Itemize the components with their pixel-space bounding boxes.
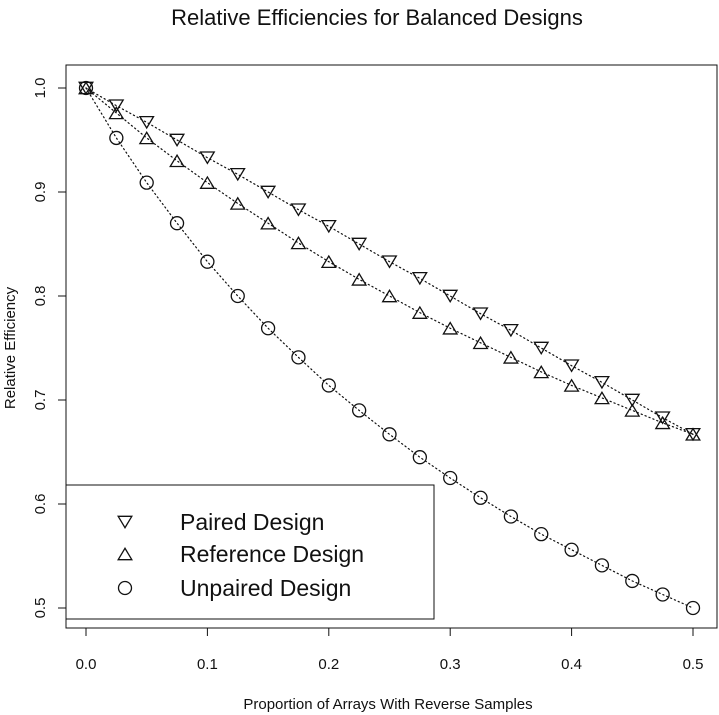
legend-symbol-circle [117,580,133,596]
data-point [655,587,670,602]
series-circle [78,80,701,616]
data-point [411,305,428,319]
x-tick-label: 0.2 [318,656,339,673]
data-point [138,115,155,130]
x-tick-label: 0.1 [197,656,218,673]
data-point [624,403,641,417]
data-point [593,390,610,405]
data-point [229,196,246,210]
legend-symbol-triangle-up [117,547,133,561]
data-point [290,203,307,217]
data-point [229,167,246,182]
data-point [291,350,306,365]
series-triangle-down [78,81,701,442]
data-point [78,81,94,95]
x-axis-label: Proportion of Arrays With Reverse Sample… [243,696,532,713]
data-point [230,288,245,304]
data-point [290,236,307,250]
data-point [472,307,489,321]
data-point [260,321,276,336]
data-point [533,364,550,379]
x-tick-label: 0.4 [561,656,582,673]
x-tick-label: 0.3 [440,656,461,673]
data-point [534,527,549,542]
data-point [139,175,154,190]
data-point [593,375,610,390]
data-point [533,341,550,355]
data-point [381,289,398,303]
data-point [502,350,519,364]
data-point [564,542,579,557]
y-tick-label: 1.0 [32,78,49,99]
data-point [169,133,186,147]
data-point [321,378,336,393]
x-tick-label: 0.0 [76,656,97,673]
data-point [169,216,185,231]
data-point [108,99,125,113]
data-point [563,378,580,392]
data-point [78,80,94,96]
data-point [625,573,640,589]
data-point [138,130,155,145]
data-point [624,393,641,407]
data-point [502,323,519,338]
legend-label-paired: Paired Design [180,509,324,535]
data-point [200,254,215,269]
data-point [381,255,398,269]
data-point [382,427,397,442]
data-point [351,272,368,286]
series-line [85,87,694,435]
data-point [443,470,458,486]
data-point [654,415,671,430]
y-tick-label: 0.9 [32,182,49,203]
legend: Paired Design Reference Design Unpaired … [65,484,435,620]
data-point [199,175,216,189]
data-point [442,321,459,335]
data-point [503,509,519,524]
data-point [412,450,428,465]
data-point [108,106,125,120]
data-point [351,403,367,418]
series-line [85,87,694,435]
legend-label-unpaired: Unpaired Design [180,575,351,601]
data-point [472,335,489,350]
data-point [411,271,428,286]
data-point [260,216,277,230]
data-point [685,427,701,441]
data-point [442,289,459,303]
y-tick-label: 0.5 [32,598,49,619]
data-point [351,237,368,251]
series-triangle-up [78,81,701,441]
data-point [169,153,186,168]
legend-symbol-triangle-down [117,515,133,529]
data-point [199,151,216,165]
legend-symbols [117,515,133,596]
x-axis: 0.0 0.1 0.2 0.3 0.4 0.5 [76,627,704,673]
data-point [594,558,610,573]
x-tick-label: 0.5 [683,656,704,673]
data-point [563,359,580,373]
series-layer [78,80,701,616]
data-point [654,411,671,425]
data-point [320,219,337,234]
data-point [473,490,488,505]
data-point [109,130,124,146]
data-point [685,600,701,616]
y-tick-label: 0.6 [32,494,49,515]
y-tick-label: 0.8 [32,286,49,307]
chart-title: Relative Efficiencies for Balanced Desig… [171,5,583,30]
legend-label-reference: Reference Design [180,541,364,567]
series-line [85,87,694,609]
y-tick-label: 0.7 [32,390,49,411]
y-axis: 0.5 0.6 0.7 0.8 0.9 1.0 [32,78,67,619]
y-axis-label: Relative Efficiency [2,286,19,409]
data-point [260,185,277,199]
data-point [320,254,337,269]
